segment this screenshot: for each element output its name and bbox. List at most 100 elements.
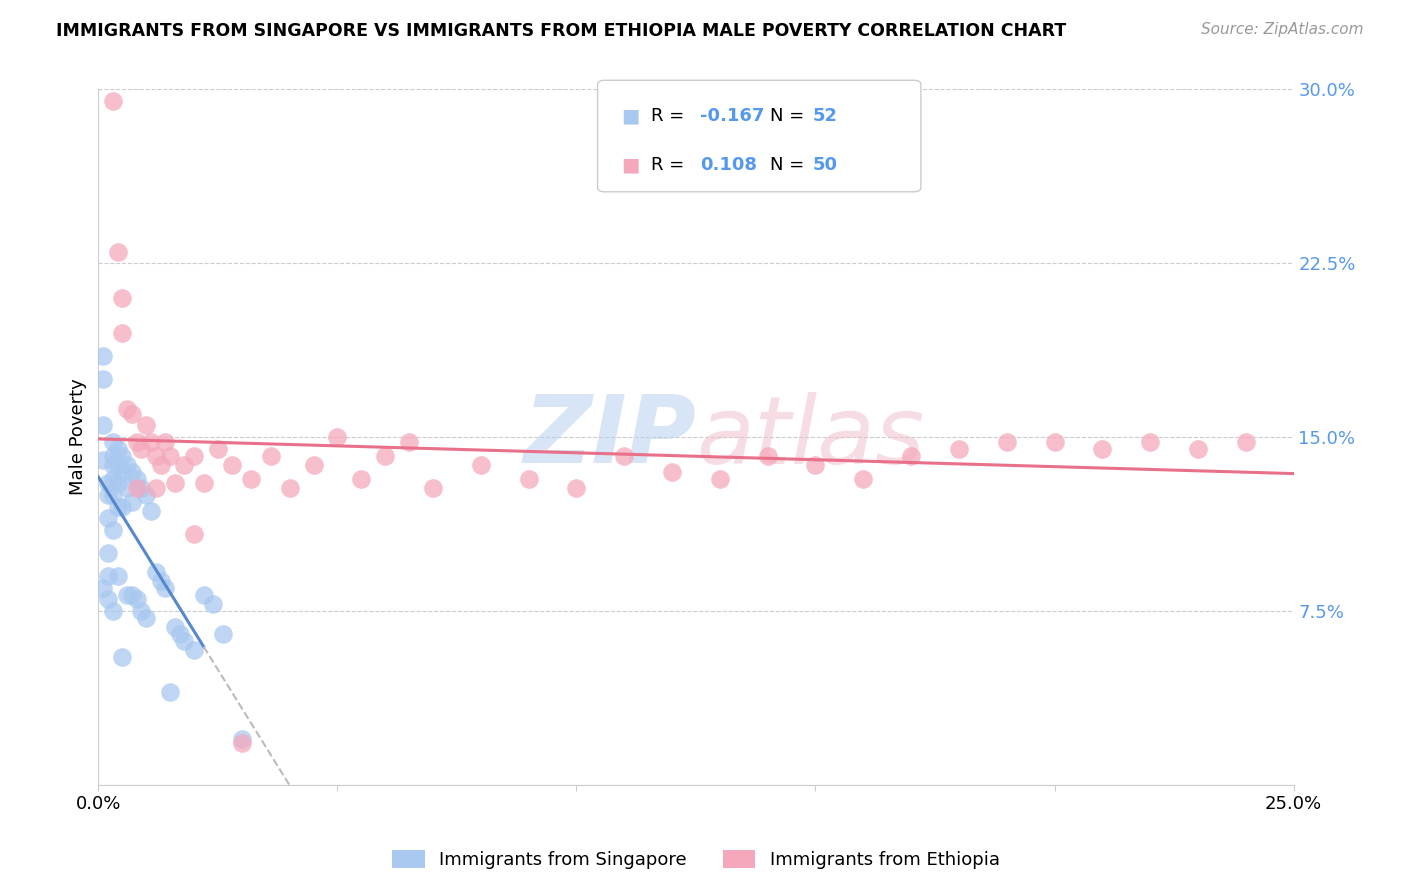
Point xyxy=(207,442,229,456)
Point xyxy=(111,500,134,514)
Text: N =: N = xyxy=(770,156,810,174)
Point xyxy=(278,481,301,495)
Point xyxy=(163,476,186,491)
Text: R =: R = xyxy=(651,156,696,174)
Point xyxy=(163,620,186,634)
Point xyxy=(91,453,114,467)
Point xyxy=(97,488,120,502)
Point xyxy=(155,434,177,449)
Point xyxy=(107,500,129,514)
Point xyxy=(97,569,120,583)
Point xyxy=(101,488,124,502)
Point xyxy=(948,442,970,456)
Point xyxy=(131,481,153,495)
Legend: Immigrants from Singapore, Immigrants from Ethiopia: Immigrants from Singapore, Immigrants fr… xyxy=(392,850,1000,869)
Text: 52: 52 xyxy=(813,106,838,125)
Point xyxy=(145,565,167,579)
Point xyxy=(131,442,153,456)
Point xyxy=(169,627,191,641)
Text: N =: N = xyxy=(770,106,810,125)
Point xyxy=(101,472,124,486)
Point xyxy=(202,597,225,611)
Point xyxy=(111,291,134,305)
Point xyxy=(97,476,120,491)
Point xyxy=(326,430,349,444)
Point xyxy=(121,495,143,509)
Point xyxy=(709,472,731,486)
Point xyxy=(149,574,172,588)
Point xyxy=(183,643,205,657)
Text: ZIP: ZIP xyxy=(523,391,696,483)
Point xyxy=(107,458,129,472)
Point xyxy=(350,472,373,486)
Point xyxy=(125,434,148,449)
Point xyxy=(101,94,124,108)
Point xyxy=(517,472,540,486)
Point xyxy=(211,627,233,641)
Point xyxy=(91,349,114,363)
Point xyxy=(115,458,138,472)
Point xyxy=(111,326,134,340)
Point xyxy=(145,449,167,463)
Point xyxy=(221,458,243,472)
Point xyxy=(101,604,124,618)
Point xyxy=(101,434,124,449)
Point xyxy=(121,588,143,602)
Point xyxy=(101,458,124,472)
Point xyxy=(183,449,205,463)
Point xyxy=(149,458,172,472)
Point xyxy=(101,523,124,537)
Point xyxy=(852,472,875,486)
Point xyxy=(125,592,148,607)
Point xyxy=(661,465,683,479)
Point xyxy=(135,611,157,625)
Point xyxy=(995,434,1018,449)
Point xyxy=(231,731,253,746)
Point xyxy=(1187,442,1209,456)
Text: ■: ■ xyxy=(621,106,640,125)
Point xyxy=(97,592,120,607)
Point xyxy=(173,634,195,648)
Point xyxy=(107,476,129,491)
Point xyxy=(302,458,325,472)
Point xyxy=(240,472,263,486)
Point xyxy=(155,581,177,595)
Point xyxy=(193,476,215,491)
Point xyxy=(107,569,129,583)
Point xyxy=(1091,442,1114,456)
Point xyxy=(1139,434,1161,449)
Point xyxy=(756,449,779,463)
Text: ■: ■ xyxy=(621,155,640,174)
Point xyxy=(131,604,153,618)
Point xyxy=(1234,434,1257,449)
Point xyxy=(97,546,120,560)
Point xyxy=(565,481,588,495)
Point xyxy=(115,402,138,417)
Point xyxy=(374,449,396,463)
Point xyxy=(145,481,167,495)
Point xyxy=(101,449,124,463)
Point xyxy=(259,449,281,463)
Point xyxy=(159,449,181,463)
Point xyxy=(115,481,138,495)
Point xyxy=(91,418,114,433)
Point xyxy=(111,465,134,479)
Point xyxy=(804,458,827,472)
Point xyxy=(107,442,129,456)
Point xyxy=(173,458,195,472)
Point xyxy=(121,407,143,421)
Y-axis label: Male Poverty: Male Poverty xyxy=(69,379,87,495)
Point xyxy=(91,372,114,386)
Text: 50: 50 xyxy=(813,156,838,174)
Point xyxy=(193,588,215,602)
Point xyxy=(97,511,120,525)
Point xyxy=(398,434,420,449)
Text: R =: R = xyxy=(651,106,690,125)
Point xyxy=(91,581,114,595)
Point xyxy=(135,418,157,433)
Point xyxy=(139,434,162,449)
Point xyxy=(125,472,148,486)
Point xyxy=(111,449,134,463)
Point xyxy=(613,449,636,463)
Text: 0.108: 0.108 xyxy=(700,156,758,174)
